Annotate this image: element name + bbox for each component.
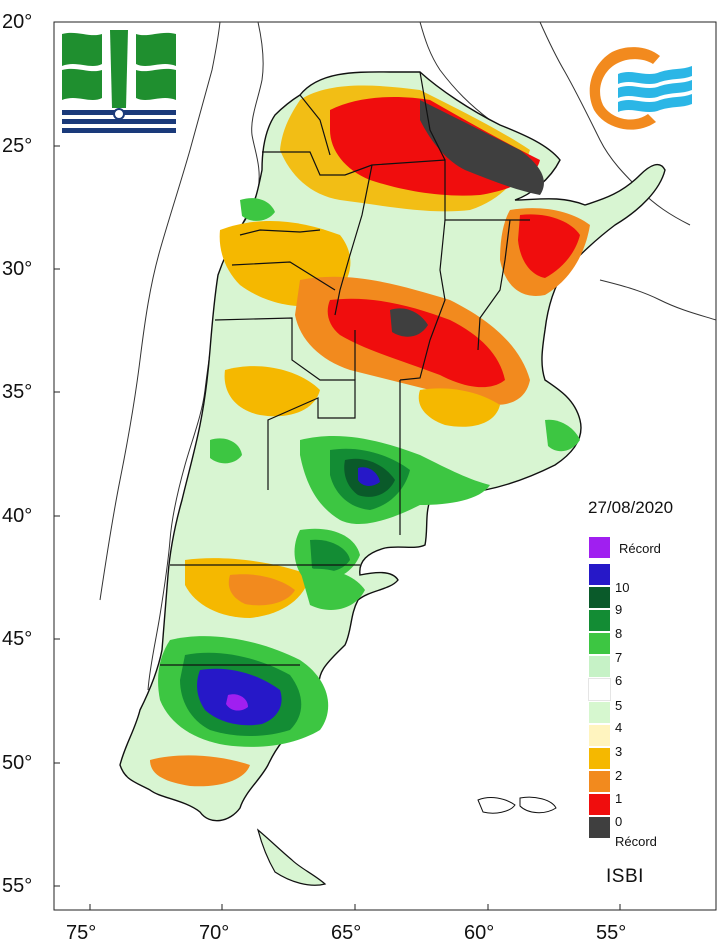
legend-swatch-6 xyxy=(589,656,610,677)
institution-logo xyxy=(62,30,176,133)
legend-label: 10 xyxy=(615,580,630,595)
lon-tick-label: 60° xyxy=(464,922,495,944)
legend-swatch-3 xyxy=(589,725,610,746)
legend-swatch-2 xyxy=(589,748,610,769)
legend-label: 9 xyxy=(615,602,623,617)
dry-zones xyxy=(150,85,590,787)
lat-tick-label: 25° xyxy=(2,135,33,157)
lon-tick-label: 70° xyxy=(199,922,230,944)
lat-tick-label: 55° xyxy=(2,875,33,897)
lon-tick-label: 55° xyxy=(596,922,627,944)
lat-tick-label: 45° xyxy=(2,628,33,650)
legend-label: 5 xyxy=(615,698,623,713)
legend-label: 4 xyxy=(615,720,623,735)
lat-tick-label: 20° xyxy=(2,11,33,33)
legend-label: 1 xyxy=(615,791,623,806)
province-borders xyxy=(160,71,530,666)
lat-tick-label: 30° xyxy=(2,258,33,280)
weather-service-logo xyxy=(589,47,692,130)
lat-tick-label: 35° xyxy=(2,381,33,403)
legend-label: 3 xyxy=(615,744,623,759)
legend-swatch-record-dry xyxy=(589,817,610,838)
legend-swatch-9 xyxy=(589,587,610,608)
legend-swatch-4 xyxy=(589,702,610,723)
legend-label: 8 xyxy=(615,626,623,641)
malvinas-islands xyxy=(477,796,557,814)
legend-swatch-7 xyxy=(589,633,610,654)
legend-swatch-10 xyxy=(589,564,610,585)
legend-label: 6 xyxy=(615,673,623,688)
legend-label: Récord xyxy=(619,541,661,556)
lat-tick-label: 40° xyxy=(2,505,33,527)
legend-label: 2 xyxy=(615,768,623,783)
axis-ticks xyxy=(54,21,621,910)
tierra-del-fuego xyxy=(256,828,327,886)
lon-tick-label: 65° xyxy=(331,922,362,944)
legend-label: 7 xyxy=(615,650,623,665)
map-date: 27/08/2020 xyxy=(588,498,674,517)
legend-swatch-5 xyxy=(588,678,611,701)
lon-tick-label: 75° xyxy=(66,922,97,944)
lat-tick-label: 50° xyxy=(2,752,33,774)
index-name: ISBI xyxy=(606,866,644,887)
legend-swatch-0 xyxy=(589,794,610,815)
legend-swatch-8 xyxy=(589,610,610,631)
legend-label: 0 xyxy=(615,814,623,829)
legend-swatch-record-wet xyxy=(589,537,610,558)
wet-zones xyxy=(158,198,580,747)
legend-label: Récord xyxy=(615,834,657,849)
legend-swatch-1 xyxy=(589,771,610,792)
